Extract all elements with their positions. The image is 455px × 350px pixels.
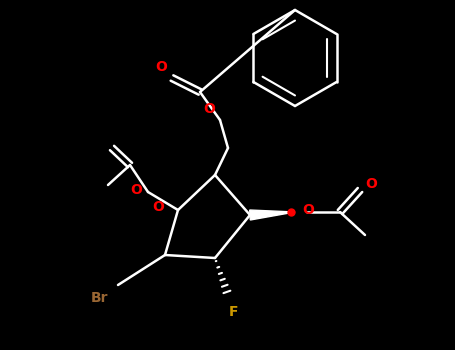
Text: O: O bbox=[302, 203, 314, 217]
Text: Br: Br bbox=[91, 291, 108, 305]
Text: F: F bbox=[228, 305, 238, 319]
Text: O: O bbox=[130, 183, 142, 197]
Text: O: O bbox=[155, 60, 167, 74]
Text: O: O bbox=[203, 102, 215, 116]
Polygon shape bbox=[250, 210, 295, 220]
Text: O: O bbox=[365, 177, 377, 191]
Text: O: O bbox=[152, 200, 164, 214]
